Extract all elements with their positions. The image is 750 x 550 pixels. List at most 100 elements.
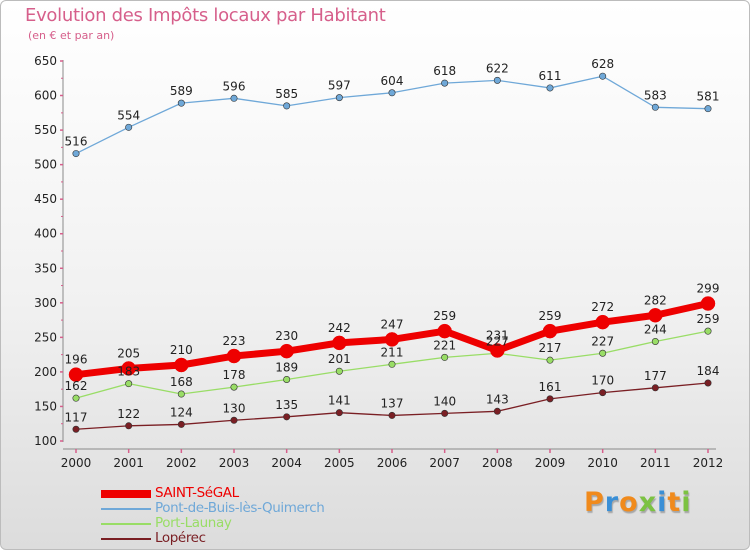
data-label: 242 [328,321,351,335]
legend-item: Port-Launay [101,516,421,531]
x-tick-label: 2005 [324,456,355,470]
data-label: 122 [117,407,140,421]
data-label: 124 [170,405,193,419]
x-tick-label: 2011 [640,456,671,470]
data-label: 231 [486,328,509,342]
data-point [388,360,396,368]
x-tick-label: 2010 [587,456,618,470]
data-point [704,379,712,387]
data-label: 205 [117,346,140,360]
data-label: 210 [170,343,193,357]
data-point [72,425,80,433]
data-label: 143 [486,392,509,406]
data-label: 217 [539,341,562,355]
data-point [283,376,291,384]
y-tick-label: 350 [34,261,57,275]
data-point [384,332,400,347]
data-point [283,102,291,110]
x-tick-label: 2007 [429,456,460,470]
data-point [388,89,396,97]
data-label: 227 [591,334,614,348]
data-point [490,343,505,358]
legend-item: Lopérec [101,531,421,546]
data-point [335,409,343,417]
data-label: 628 [591,57,614,71]
y-tick-label: 600 [34,89,57,103]
data-point [493,407,501,415]
data-label: 221 [433,338,456,352]
data-label: 583 [644,88,667,102]
data-label: 227 [486,334,509,348]
data-label: 611 [539,69,562,83]
y-tick-label: 300 [34,296,57,310]
y-tick-label: 100 [34,434,57,448]
legend-item: Pont-de-Buis-lès-Quimerch [101,501,421,516]
legend-swatch [101,508,151,510]
data-point [72,394,80,402]
x-tick-label: 2009 [535,456,566,470]
legend-item: SAINT-SéGAL [101,486,421,501]
data-point [599,389,607,397]
data-label: 196 [65,353,88,367]
data-label: 585 [275,87,298,101]
data-point [68,367,84,382]
logo-letter: i [681,487,692,518]
legend-label: Lopérec [155,530,206,546]
chart-title: Evolution des Impôts locaux par Habitant [25,5,386,26]
data-point [125,422,133,430]
data-point [651,103,659,111]
data-point [441,353,449,361]
data-label: 189 [275,361,298,375]
data-point [648,308,663,323]
data-label: 272 [591,300,614,314]
x-tick-label: 2002 [166,456,197,470]
logo-letter: P [584,487,605,518]
y-tick-label: 250 [34,330,57,344]
data-label: 554 [117,108,140,122]
data-label: 117 [65,410,88,424]
data-label: 230 [275,329,298,343]
y-tick-label: 400 [34,227,57,241]
proxiti-logo: Proxiti [584,487,692,518]
data-label: 589 [170,84,193,98]
data-label: 183 [117,365,140,379]
data-label: 259 [539,309,562,323]
data-label: 177 [644,369,667,383]
logo-letter: i [657,487,668,518]
data-point [700,296,716,311]
data-point [283,413,291,421]
data-label: 618 [433,64,456,78]
data-label: 140 [433,394,456,408]
data-label: 597 [328,79,351,93]
logo-letter: r [604,487,620,518]
data-label: 596 [223,79,246,93]
logo-letter: x [638,487,658,518]
x-tick-label: 2001 [113,456,144,470]
x-tick-label: 2012 [693,456,724,470]
data-point [595,314,610,330]
data-point [651,384,659,392]
data-point [177,99,185,107]
data-point [177,390,185,398]
data-point [230,383,238,391]
data-point [542,323,558,339]
data-label: 137 [381,396,404,410]
data-label: 135 [275,398,298,412]
data-point [704,327,712,335]
y-tick-label: 650 [34,54,57,68]
data-point [125,123,133,131]
data-label: 130 [223,401,246,415]
logo-letter: o [619,487,639,518]
legend-swatch [101,538,151,540]
x-tick-label: 2008 [482,456,513,470]
data-label: 259 [697,312,720,326]
data-label: 247 [381,317,404,331]
y-tick-label: 450 [34,192,57,206]
data-point [493,76,501,84]
logo-letter: t [667,487,682,518]
data-point [599,349,607,357]
x-tick-label: 2003 [219,456,250,470]
data-point [335,367,343,375]
data-label: 516 [65,135,88,149]
data-label: 581 [697,90,720,104]
